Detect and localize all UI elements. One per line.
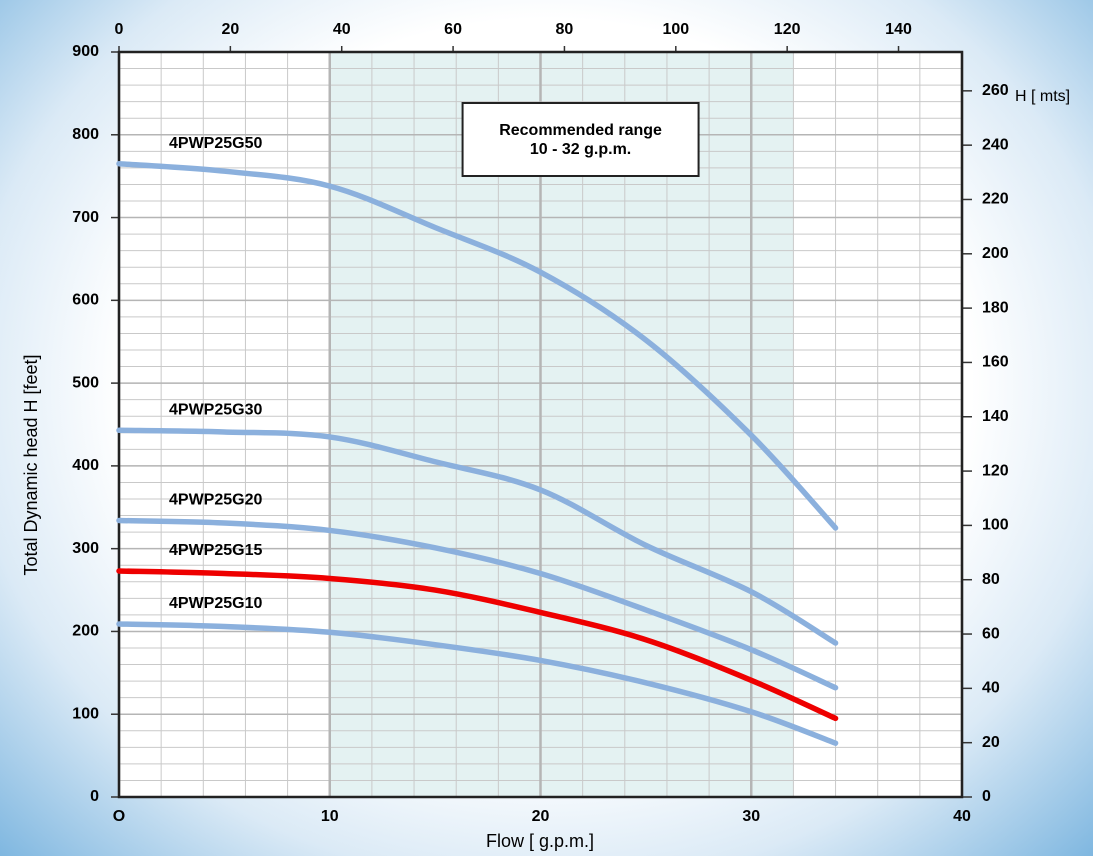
y-tick-label: 700 (72, 209, 99, 226)
y2-tick-label: 260 (982, 82, 1009, 99)
series-label: 4PWP25G30 (169, 402, 262, 419)
y-tick-label: 500 (72, 374, 99, 391)
y-tick-label: 100 (72, 705, 99, 722)
series-line (116, 568, 839, 722)
x-tick-label: 10 (321, 808, 339, 825)
y-axis-label: Total Dynamic head H [feet] (21, 354, 41, 575)
x2-tick-label: 100 (662, 21, 689, 38)
y2-axis-label: H [ mts] (1015, 88, 1070, 105)
series-line (116, 517, 839, 691)
y-tick-label: 300 (72, 540, 99, 557)
y-tick-label: 0 (90, 788, 99, 805)
series-line (116, 621, 839, 746)
x2-tick-label: 80 (556, 21, 574, 38)
y2-tick-label: 40 (982, 680, 1000, 697)
y2-tick-label: 240 (982, 136, 1009, 153)
y2-tick-label: 160 (982, 354, 1009, 371)
annotation-text: Recommended range (499, 122, 662, 139)
plot-frame (117, 50, 964, 799)
series-label: 4PWP25G20 (169, 492, 262, 509)
y2-tick-label: 0 (982, 788, 991, 805)
y2-tick-label: 220 (982, 191, 1009, 208)
x2-tick-label: 60 (444, 21, 462, 38)
y2-tick-label: 60 (982, 625, 1000, 642)
y2-tick-label: 20 (982, 734, 1000, 751)
y-tick-label: 900 (72, 43, 99, 60)
series-label: 4PWP25G50 (169, 135, 262, 152)
x2-tick-label: 140 (885, 21, 912, 38)
y2-tick-label: 140 (982, 408, 1009, 425)
series-line (116, 161, 839, 531)
y2-tick-label: 120 (982, 462, 1009, 479)
series-label: 4PWP25G15 (169, 542, 262, 559)
y-tick-label: 600 (72, 292, 99, 309)
annotation-box (461, 102, 700, 177)
y-tick-label: 200 (72, 623, 99, 640)
y2-tick-label: 180 (982, 299, 1009, 316)
x2-tick-label: 40 (333, 21, 351, 38)
x2-tick-label: 0 (115, 21, 124, 38)
x-axis-label: Flow [ g.p.m.] (486, 831, 594, 851)
y2-tick-label: 200 (982, 245, 1009, 262)
series-line (116, 427, 839, 646)
y2-tick-label: 80 (982, 571, 1000, 588)
x-tick-label: 20 (532, 808, 550, 825)
y-tick-label: 400 (72, 457, 99, 474)
x-tick-label: 40 (953, 808, 971, 825)
x2-tick-label: 20 (221, 21, 239, 38)
y2-tick-label: 100 (982, 517, 1009, 534)
annotation-text: 10 - 32 g.p.m. (530, 141, 631, 158)
series-label: 4PWP25G10 (169, 595, 262, 612)
x-tick-label: 30 (742, 808, 760, 825)
x2-tick-label: 120 (774, 21, 801, 38)
x-tick-label: O (113, 808, 125, 825)
y-tick-label: 800 (72, 126, 99, 143)
